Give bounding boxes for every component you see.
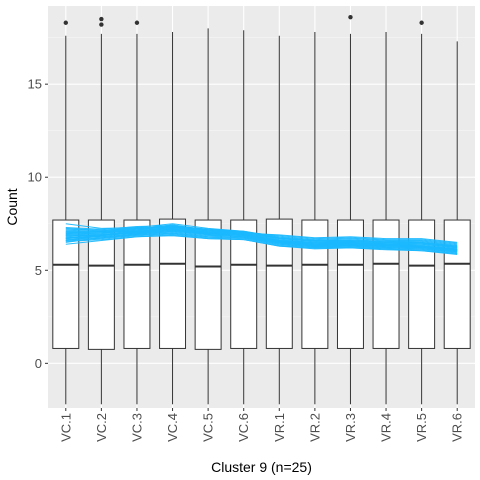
box-VC.5: [194, 28, 222, 405]
profile-line-17: [65, 235, 458, 254]
profile-layer: [65, 223, 458, 255]
profile-line-15: [65, 223, 458, 243]
profile-line-24: [65, 225, 458, 247]
x-tick-label: VR.2: [307, 413, 322, 442]
x-tick-label: VC.5: [201, 413, 216, 442]
profile-line-22: [65, 227, 458, 249]
outlier-point: [348, 14, 353, 20]
y-tick-label: 15: [28, 77, 42, 92]
profile-line-19: [65, 230, 458, 252]
x-tick-label: VR.5: [414, 413, 429, 442]
x-axis-ticks: VC.1 VC.2 VC.3 VC.4 VC.5 VC.6 VR.1 VR.2 VR.3 VR.4…: [58, 408, 465, 442]
x-tick-label: VC.6: [236, 413, 251, 442]
grid-minor: [48, 37, 475, 318]
y-tick-label: 10: [28, 170, 42, 185]
box-body: [123, 219, 151, 349]
outlier-point: [134, 20, 140, 25]
x-tick-label: VC.1: [58, 413, 73, 442]
box-VC.6: [230, 30, 258, 405]
profile-line-18: [65, 232, 458, 254]
x-tick-label: VC.2: [94, 413, 109, 442]
y-axis-title: Count: [4, 188, 20, 225]
x-axis-title: Cluster 9 (n=25): [211, 459, 312, 475]
outlier-point: [419, 20, 424, 25]
x-tick-label: VR.6: [450, 413, 465, 442]
y-tick-label: 5: [35, 263, 42, 278]
profile-line-23: [65, 226, 458, 248]
outlier-point: [99, 22, 104, 27]
plot-panel: [48, 6, 475, 408]
x-tick-label: VR.3: [343, 413, 358, 442]
box-VC.4: [159, 32, 187, 405]
x-tick-label: VR.4: [379, 413, 394, 442]
x-tick-label: VR.1: [272, 413, 287, 442]
profile-line-25: [65, 228, 458, 251]
x-tick-label: VC.3: [130, 413, 145, 442]
outlier-point: [99, 16, 104, 22]
box-body: [159, 218, 187, 349]
box-layer: [52, 14, 471, 405]
box-VC.3: [123, 20, 151, 405]
box-body: [443, 219, 471, 349]
box-body: [194, 219, 222, 350]
x-tick-label: VC.4: [165, 413, 180, 442]
y-axis-ticks: 0 5 10 15: [28, 77, 48, 371]
outlier-point: [63, 20, 68, 25]
y-tick-label: 0: [35, 356, 42, 371]
